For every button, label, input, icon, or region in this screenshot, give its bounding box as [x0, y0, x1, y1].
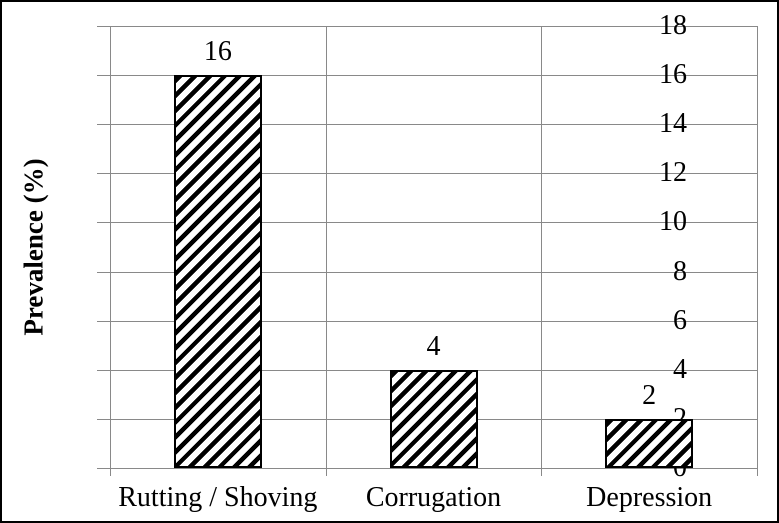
y-tick-label: 8 — [673, 256, 687, 287]
bar-rutting-shoving — [173, 75, 262, 468]
x-category-label: Depression — [586, 482, 713, 513]
y-tick-label: 6 — [673, 305, 687, 336]
y-axis-title: Prevalence (%) — [18, 158, 49, 336]
v-gridline — [541, 26, 542, 476]
h-gridline — [110, 26, 757, 27]
y-tick-label: 18 — [659, 10, 687, 41]
y-axis-tick — [97, 75, 110, 76]
h-gridline — [110, 75, 757, 76]
x-axis-line — [110, 468, 757, 469]
bar-value-label: 4 — [426, 330, 441, 362]
bar-corrugation — [389, 369, 478, 468]
y-axis-tick — [97, 173, 110, 174]
bar-value-label: 2 — [642, 379, 657, 411]
h-gridline — [110, 173, 757, 174]
y-tick-label: 4 — [673, 354, 687, 385]
bar-value-label: 16 — [203, 36, 232, 68]
x-category-label: Rutting / Shoving — [118, 482, 318, 513]
y-axis-tick — [97, 321, 110, 322]
y-axis-tick — [97, 468, 110, 469]
h-gridline — [110, 321, 757, 322]
x-category-label: Corrugation — [365, 482, 502, 513]
plot-right-border — [757, 26, 758, 476]
v-gridline — [326, 26, 327, 476]
y-axis-tick — [97, 370, 110, 371]
y-axis-tick — [97, 26, 110, 27]
y-axis-line — [110, 26, 111, 476]
h-gridline — [110, 124, 757, 125]
y-tick-label: 10 — [659, 206, 687, 237]
h-gridline — [110, 272, 757, 273]
y-axis-tick — [97, 419, 110, 420]
y-axis-tick — [97, 222, 110, 223]
bar-depression — [605, 418, 694, 468]
y-tick-label: 16 — [659, 59, 687, 90]
h-gridline — [110, 222, 757, 223]
y-axis-tick — [97, 124, 110, 125]
y-axis-tick — [97, 272, 110, 273]
y-tick-label: 14 — [659, 108, 687, 139]
y-tick-label: 12 — [659, 157, 687, 188]
